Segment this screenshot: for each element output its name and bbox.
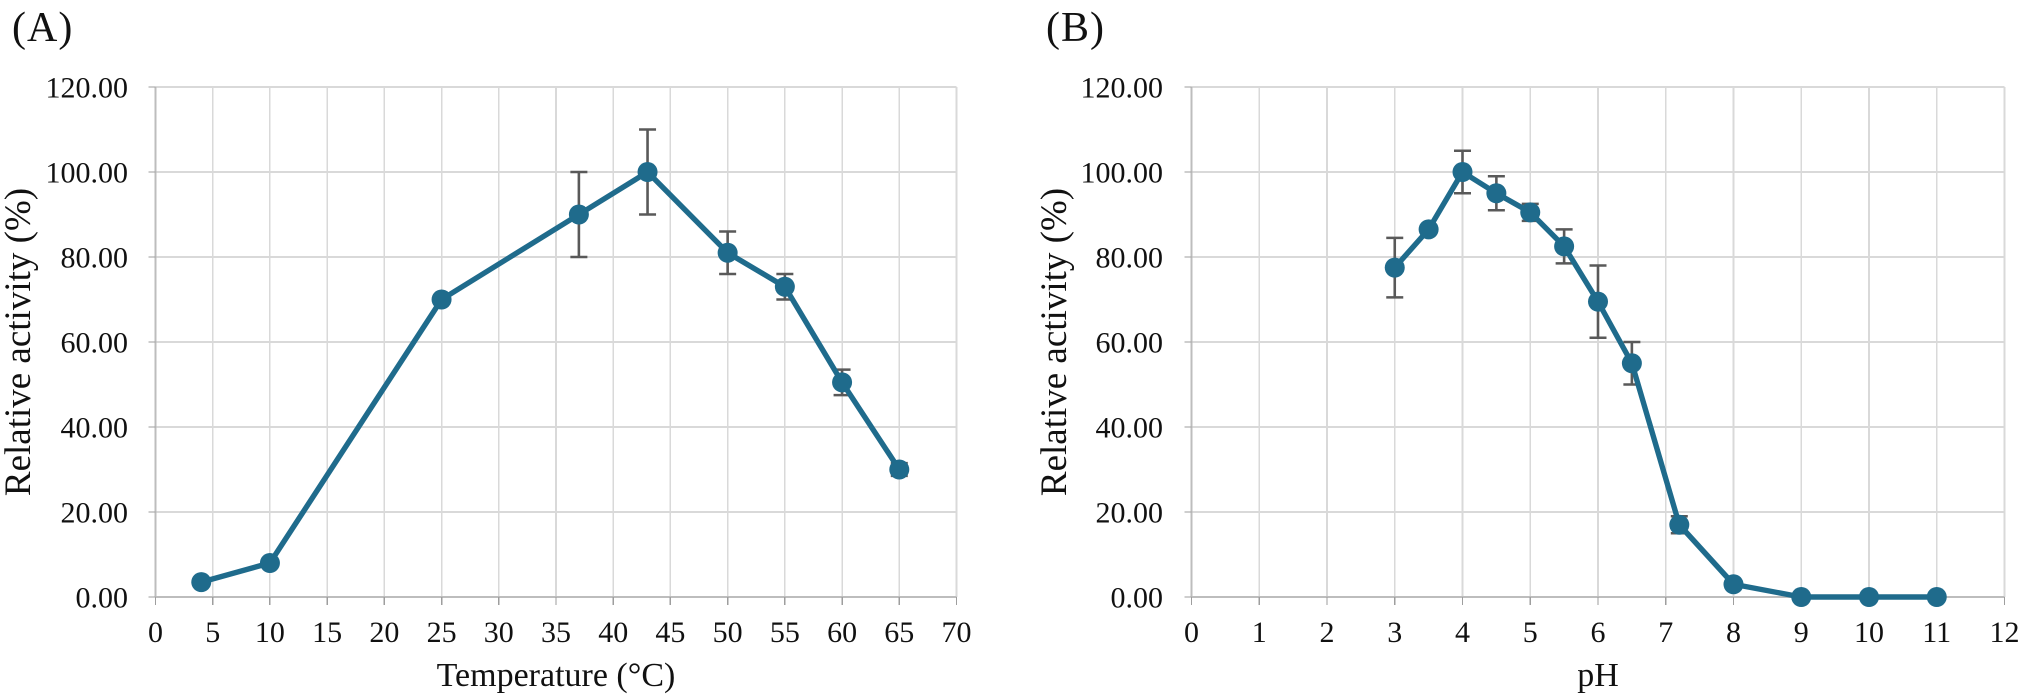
data-point	[259, 553, 280, 573]
y-tick-label: 80.00	[61, 242, 129, 275]
data-point	[1926, 587, 1947, 607]
x-tick-label: 55	[770, 616, 800, 649]
y-tick-label: 60.00	[1096, 327, 1164, 360]
x-tick-label: 65	[884, 616, 914, 649]
data-point	[1452, 162, 1473, 182]
data-line	[198, 169, 902, 585]
x-tick-label: 60	[827, 616, 857, 649]
y-tick-label: 120.00	[1081, 72, 1164, 105]
panel-a-label: (A)	[12, 5, 74, 51]
data-point	[1723, 574, 1744, 595]
data-point	[774, 276, 795, 297]
y-tick-label: 100.00	[46, 157, 129, 190]
x-tick-label: 25	[427, 616, 457, 649]
panel-b-label: (B)	[1046, 5, 1105, 51]
data-point	[1486, 183, 1507, 204]
data-point	[431, 289, 452, 310]
x-tick-label: 11	[1922, 616, 1951, 649]
x-tick-label: 10	[255, 616, 285, 649]
data-point	[832, 372, 853, 393]
x-tick-label: 10	[1854, 616, 1884, 649]
x-tick-label: 4	[1455, 616, 1470, 649]
y-tick-label: 0.00	[76, 582, 129, 615]
y-tick-label: 80.00	[1096, 242, 1164, 275]
y-tick-label: 40.00	[1096, 412, 1164, 445]
chart-panel-a: 0.00 20.00 40.00 60.00 80.00 100.00 120.00 0 5 10…	[0, 72, 972, 695]
y-tick-label: 20.00	[1096, 497, 1164, 530]
data-point	[1384, 257, 1405, 278]
data-point	[1791, 587, 1812, 607]
x-tick-label: 70	[942, 616, 972, 649]
x-tick-label: 5	[1523, 616, 1538, 649]
y-axis-title: Relative activity (%)	[1034, 188, 1075, 496]
x-tick-label: 3	[1387, 616, 1402, 649]
data-point	[1520, 202, 1541, 223]
x-tick-label: 15	[312, 616, 342, 649]
data-point	[889, 459, 910, 480]
data-point	[637, 162, 658, 182]
x-tick-label: 8	[1726, 616, 1741, 649]
y-tick-label: 0.00	[1111, 582, 1164, 615]
data-point	[1621, 353, 1642, 374]
y-tick-label: 120.00	[46, 72, 129, 105]
x-tick-label: 12	[1990, 616, 2020, 649]
data-point	[1588, 291, 1608, 312]
x-tick-label: 35	[541, 616, 571, 649]
x-tick-label: 7	[1658, 616, 1673, 649]
data-point	[1859, 587, 1879, 607]
y-tick-label: 100.00	[1081, 157, 1164, 190]
x-axis-title: Temperature (°C)	[437, 657, 676, 694]
x-tick-label: 40	[598, 616, 628, 649]
x-tick-label: 20	[369, 616, 399, 649]
x-axis-title: pH	[1577, 657, 1619, 694]
x-tick-label: 30	[484, 616, 514, 649]
data-point	[1554, 236, 1575, 257]
data-point	[1418, 219, 1439, 240]
data-point	[191, 572, 212, 593]
data-point	[1669, 514, 1690, 535]
x-tick-label: 6	[1591, 616, 1606, 649]
x-tick-label: 5	[205, 616, 220, 649]
y-axis-title: Relative activity (%)	[0, 188, 39, 496]
y-tick-label: 60.00	[61, 327, 129, 360]
x-tick-label: 2	[1320, 616, 1335, 649]
x-tick-label: 50	[713, 616, 743, 649]
data-point	[717, 242, 738, 263]
x-tick-label: 45	[655, 616, 685, 649]
x-tick-label: 0	[148, 616, 163, 649]
x-tick-label: 1	[1252, 616, 1267, 649]
y-tick-label: 40.00	[61, 412, 129, 445]
x-tick-label: 9	[1794, 616, 1809, 649]
data-point	[568, 204, 589, 225]
y-tick-label: 20.00	[61, 497, 129, 530]
x-tick-label: 0	[1184, 616, 1199, 649]
